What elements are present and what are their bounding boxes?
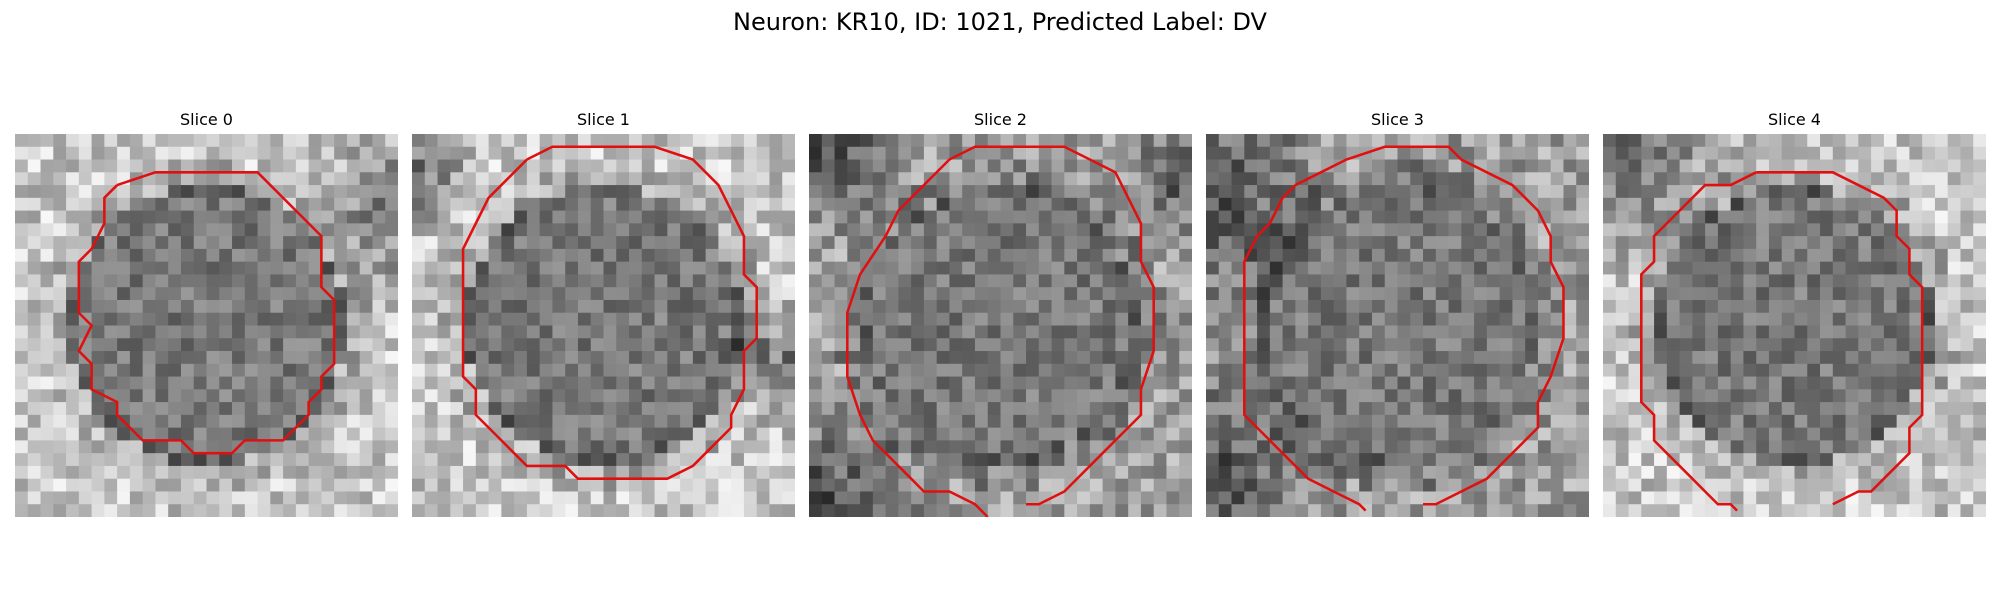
slice-image	[15, 134, 398, 517]
pixel-grid	[1206, 134, 1589, 517]
slice-image	[1603, 134, 1986, 517]
slice-image	[809, 134, 1192, 517]
figure-title: Neuron: KR10, ID: 1021, Predicted Label:…	[733, 8, 1267, 36]
pixel-grid	[412, 134, 795, 517]
slice-title: Slice 2	[974, 110, 1027, 129]
cell-contour	[1243, 184, 1367, 512]
cell-contour	[1294, 145, 1565, 506]
cell-contour	[461, 145, 758, 480]
slice-image	[412, 134, 795, 517]
cell-contour	[922, 145, 1155, 506]
slice-title: Slice 1	[577, 110, 630, 129]
pixel-grid	[1603, 134, 1986, 517]
pixel-grid	[15, 134, 398, 517]
cell-contour	[77, 171, 336, 455]
pixel-grid	[809, 134, 1192, 517]
cell-contour	[846, 184, 989, 517]
slice-image	[1206, 134, 1589, 517]
slice-title: Slice 0	[180, 110, 233, 129]
slice-title: Slice 4	[1768, 110, 1821, 129]
cell-contour	[1756, 171, 1924, 506]
slice-title: Slice 3	[1371, 110, 1424, 129]
cell-contour	[1640, 171, 1757, 512]
